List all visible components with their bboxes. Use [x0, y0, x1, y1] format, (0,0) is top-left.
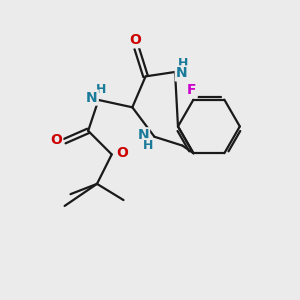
Text: H: H: [143, 139, 153, 152]
Text: N: N: [176, 66, 187, 80]
Text: N: N: [137, 128, 149, 142]
Text: O: O: [129, 33, 141, 47]
Text: F: F: [187, 83, 197, 97]
Text: N: N: [86, 91, 98, 105]
Text: O: O: [116, 146, 128, 160]
Text: H: H: [96, 83, 106, 96]
Text: H: H: [178, 57, 188, 70]
Text: O: O: [50, 133, 62, 147]
